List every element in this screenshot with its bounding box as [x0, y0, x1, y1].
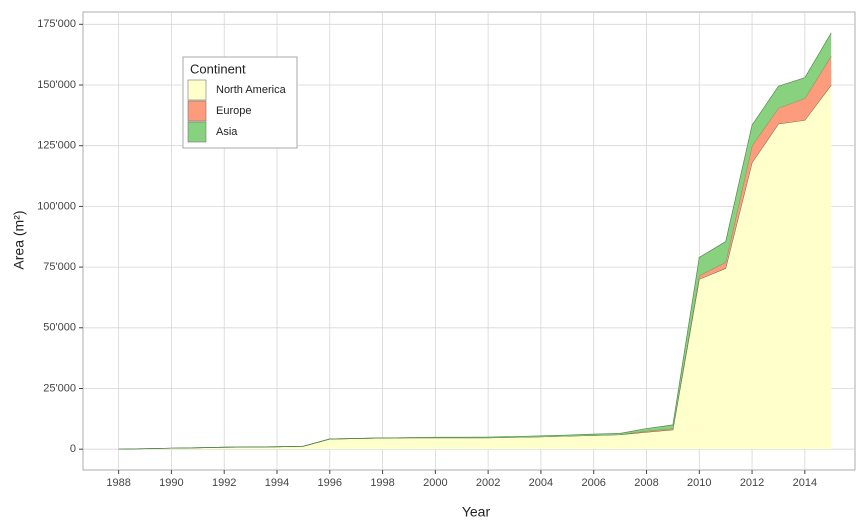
x-tick-label: 2008 [634, 477, 658, 489]
x-tick-label: 2006 [581, 477, 605, 489]
x-tick-label: 2012 [740, 477, 764, 489]
legend: Continent North America Europe Asia [182, 56, 298, 149]
y-tick-label: 25'000 [43, 382, 76, 394]
y-tick-label: 75'000 [43, 261, 76, 273]
x-tick-label: 2002 [476, 477, 500, 489]
legend-title: Continent [190, 61, 246, 76]
y-tick-label: 0 [70, 443, 76, 455]
y-tick-label: 175'000 [37, 18, 76, 30]
legend-key [187, 79, 207, 101]
legend-label: North America [216, 84, 287, 96]
y-axis-title: Area (m²) [11, 210, 27, 269]
legend-label: Asia [216, 126, 238, 138]
x-tick-label: 1998 [370, 477, 394, 489]
x-tick-label: 2010 [687, 477, 711, 489]
y-tick-label: 100'000 [37, 200, 76, 212]
y-tick-label: 125'000 [37, 140, 76, 152]
x-tick-label: 1996 [318, 477, 342, 489]
x-axis-title: Year [462, 504, 491, 520]
legend-key [187, 100, 207, 122]
legend-label: Europe [216, 105, 251, 117]
x-tick-label: 1988 [106, 477, 130, 489]
x-tick-label: 1992 [212, 477, 236, 489]
area-line [118, 32, 832, 450]
areas [118, 32, 832, 450]
x-tick-label: 1994 [265, 477, 289, 489]
y-tick-label: 150'000 [37, 79, 76, 91]
ticks: 0 25'000 50'000 75'000 100'000 125'000 150'000… [37, 18, 817, 489]
area-fill [118, 85, 832, 450]
x-tick-label: 2000 [423, 477, 447, 489]
y-tick-label: 50'000 [43, 322, 76, 334]
x-tick-label: 2004 [529, 477, 553, 489]
legend-key [187, 121, 207, 143]
x-tick-label: 2014 [793, 477, 817, 489]
x-tick-label: 1990 [159, 477, 183, 489]
